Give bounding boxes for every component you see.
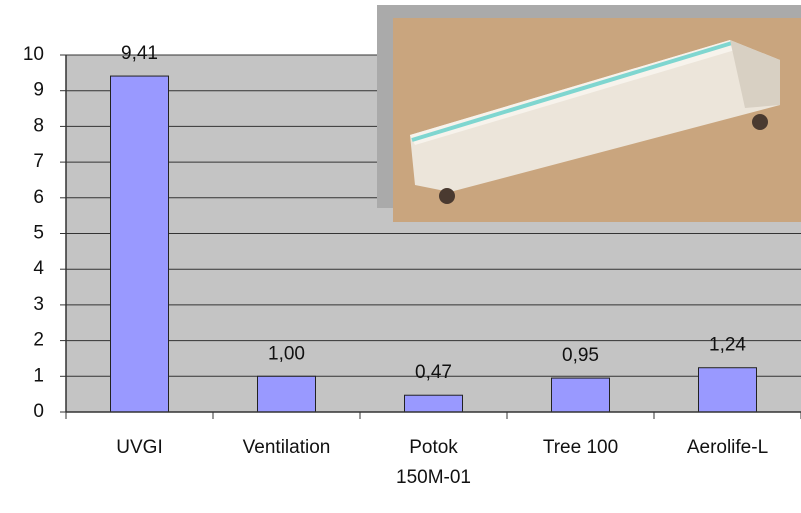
y-tick-label: 7 [33, 151, 44, 172]
y-tick-label: 10 [23, 44, 44, 65]
fixture-body [410, 40, 780, 192]
bar [110, 75, 169, 413]
y-tick-label: 8 [33, 115, 44, 136]
fixture-foot [439, 188, 455, 204]
x-tick-label: UVGI [116, 437, 162, 458]
x-tick-label: Potok 150M-01 [396, 437, 471, 488]
value-label: 0,47 [415, 362, 452, 383]
y-tick-label: 5 [33, 223, 44, 244]
bar [551, 377, 610, 413]
bar [698, 367, 757, 413]
value-label: 9,41 [121, 43, 158, 64]
x-tick-label: Tree 100 [543, 437, 618, 458]
x-tick-label: Aerolife-L [687, 437, 768, 458]
y-tick-label: 3 [33, 294, 44, 315]
y-tick-label: 4 [33, 258, 44, 279]
marks: 9,41 1,00 0,47 0,95 1,24 [110, 43, 757, 413]
uv-lamp [411, 41, 733, 142]
y-tick-label: 0 [33, 401, 44, 422]
bar [257, 375, 316, 413]
bar [404, 394, 463, 413]
fixture-end [730, 40, 780, 108]
y-tick-label: 1 [33, 365, 44, 386]
x-tick-label: Ventilation [243, 437, 331, 458]
y-tick-label: 9 [33, 80, 44, 101]
inset-photo [377, 5, 801, 222]
y-tick-label: 6 [33, 187, 44, 208]
value-label: 0,95 [562, 345, 599, 366]
fixture-foot [752, 114, 768, 130]
value-label: 1,24 [709, 335, 746, 356]
value-label: 1,00 [268, 343, 305, 364]
y-tick-label: 2 [33, 330, 44, 351]
